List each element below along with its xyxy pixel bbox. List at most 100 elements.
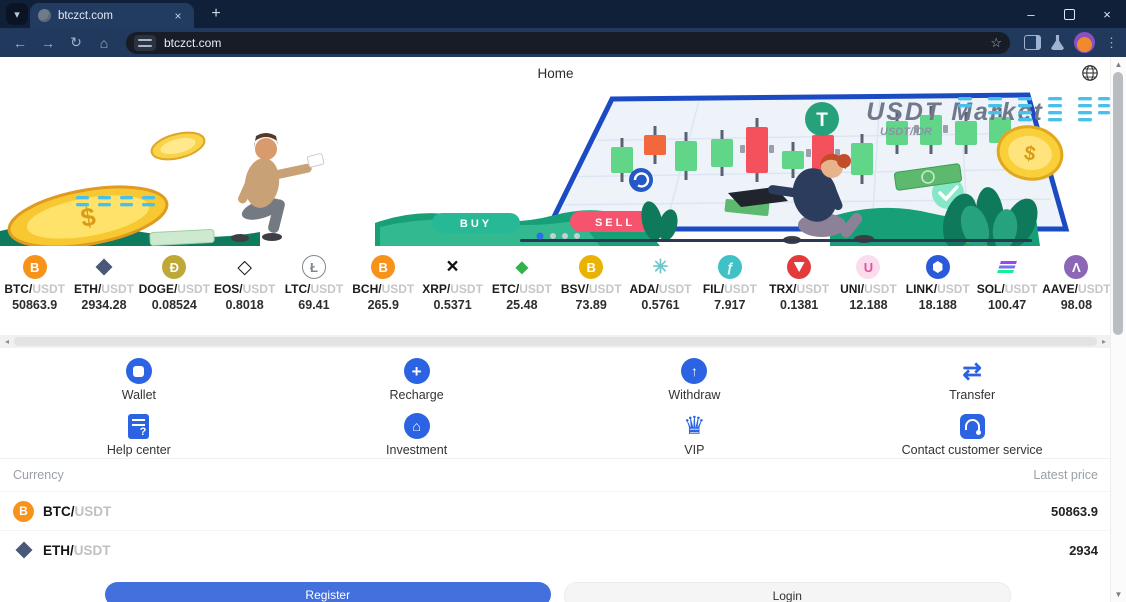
hero-banner: T USDT Market USDT/IDR BUY SELL (0, 89, 1111, 246)
forward-icon[interactable]: → (41, 34, 55, 51)
btc-icon: B (22, 255, 47, 279)
site-settings-icon[interactable] (134, 34, 156, 51)
ticker-item-bsv[interactable]: B BSV/USDT 73.89 (557, 255, 626, 312)
banner-title: USDT Market (866, 98, 1044, 126)
browser-menu-icon[interactable]: ⋮ (1105, 34, 1118, 50)
currency-row-eth[interactable]: ETH/USDT 2934 (0, 530, 1111, 569)
investment-icon (403, 413, 430, 439)
doge-icon: Đ (162, 255, 187, 279)
menu-item-vip[interactable]: ♛ VIP (683, 411, 706, 457)
btc-icon: B (13, 500, 34, 522)
register-button[interactable]: Register (105, 582, 551, 602)
menu-item-customer-service[interactable]: Contact customer service (833, 407, 1111, 462)
site-header: Home (0, 57, 1111, 89)
eth-icon (92, 255, 116, 279)
browser-titlebar: ▾ btczct.com × + – × (0, 0, 1126, 28)
site-favicon-icon (38, 9, 51, 22)
ticker-item-ada[interactable]: ✳ ADA/USDT 0.5761 (629, 256, 692, 313)
ticker-item-sol[interactable]: SOL/USDT 100.47 (972, 255, 1041, 312)
trx-icon (787, 255, 812, 279)
transfer-icon: ⇄ (962, 357, 982, 384)
horizontal-scroll-thumb[interactable] (14, 337, 1097, 346)
latest-price-column-header: Latest price (1033, 468, 1098, 482)
svg-text:$: $ (78, 201, 98, 233)
link-icon (925, 255, 950, 279)
tab-close-icon[interactable]: × (174, 8, 182, 23)
eth-icon (13, 540, 34, 561)
bsv-icon: B (579, 255, 604, 279)
ticker-item-doge[interactable]: Đ DOGE/USDT 0.08524 (139, 255, 210, 312)
vip-crown-icon: ♛ (683, 411, 706, 440)
ticker-item-eth[interactable]: ETH/USDT 2934.28 (69, 255, 138, 312)
ticker-item-bch[interactable]: B BCH/USDT 265.9 (349, 255, 418, 312)
ltc-icon: Ł (301, 255, 326, 279)
ada-icon: ✳ (652, 256, 669, 278)
scroll-down-icon[interactable]: ▼ (1114, 590, 1123, 599)
currency-row-btc[interactable]: B BTC/USDT 50863.9 (0, 491, 1111, 530)
carousel-dots[interactable] (536, 232, 581, 240)
aave-icon: Λ (1064, 255, 1089, 279)
window-close-button[interactable]: × (1103, 6, 1111, 22)
left-character (231, 133, 325, 242)
banner-illustration: T USDT Market USDT/IDR BUY SELL (0, 92, 1110, 246)
scroll-right-icon[interactable]: ▸ (1101, 337, 1106, 346)
menu-item-recharge[interactable]: Recharge (278, 352, 556, 407)
page-scrollbar[interactable]: ▲ ▼ (1110, 57, 1126, 602)
menu-item-transfer[interactable]: ⇄ Transfer (949, 357, 996, 403)
ticker-item-eos[interactable]: ◇ EOS/USDT 0.8018 (213, 256, 276, 313)
url-text: btczct.com (164, 35, 222, 50)
new-tab-button[interactable]: + (211, 5, 221, 22)
scroll-left-icon[interactable]: ◂ (4, 337, 9, 346)
ticker-item-xrp[interactable]: × XRP/USDT 0.5371 (422, 255, 483, 312)
vertical-scroll-thumb[interactable] (1113, 72, 1123, 335)
ticker-horizontal-scrollbar[interactable]: ◂ ▸ (0, 335, 1111, 348)
window-restore-button[interactable] (1050, 0, 1088, 28)
side-panel-icon[interactable] (1024, 35, 1041, 50)
ticker-item-uni[interactable]: U UNI/USDT 12.188 (834, 255, 903, 312)
ticker-item-ltc[interactable]: Ł LTC/USDT 69.41 (279, 255, 348, 312)
quick-menu: Wallet Recharge Withdraw ⇄Transfer Help … (0, 348, 1111, 458)
currency-table: Currency Latest price B BTC/USDT 50863.9… (0, 458, 1111, 569)
buy-button-label: BUY (460, 218, 492, 230)
fil-icon: ƒ (717, 255, 742, 279)
ticker-item-trx[interactable]: TRX/USDT 0.1381 (764, 255, 833, 312)
bookmark-star-icon[interactable]: ☆ (990, 34, 1002, 50)
svg-text:$: $ (1022, 142, 1037, 166)
login-button[interactable]: Login (563, 582, 1011, 602)
sell-button-label: SELL (595, 217, 635, 229)
ticker-item-aave[interactable]: Λ AAVE/USDT 98.08 (1042, 255, 1111, 312)
etc-icon: ◆ (515, 259, 529, 276)
ticker-item-etc[interactable]: ◆ ETC/USDT 25.48 (487, 255, 556, 312)
menu-item-help-center[interactable]: Help center (0, 407, 278, 462)
tab-search-caret-icon[interactable]: ▾ (6, 3, 28, 25)
wallet-icon (125, 358, 152, 384)
tab-title: btczct.com (58, 9, 113, 22)
reload-icon[interactable]: ↻ (70, 34, 82, 50)
ticker-item-btc[interactable]: B BTC/USDT 50863.9 (0, 255, 69, 312)
browser-toolbar: ← → ↻ ⌂ btczct.com ☆ ⋮ (0, 28, 1126, 57)
scroll-up-icon[interactable]: ▲ (1114, 60, 1123, 69)
bch-icon: B (371, 255, 396, 279)
window-minimize-button[interactable]: – (1027, 6, 1035, 22)
auth-actions: Register Login (0, 569, 1111, 602)
withdraw-icon (681, 358, 708, 384)
ticker-item-fil[interactable]: ƒ FIL/USDT 7.917 (695, 255, 764, 312)
experiments-flask-icon[interactable] (1051, 35, 1064, 50)
back-icon[interactable]: ← (13, 34, 27, 51)
customer-service-icon (959, 413, 985, 439)
address-bar[interactable]: btczct.com ☆ (126, 31, 1010, 54)
page-title: Home (537, 65, 574, 81)
browser-tab[interactable]: btczct.com × (30, 3, 194, 28)
menu-item-withdraw[interactable]: Withdraw (556, 352, 834, 407)
ticker-item-link[interactable]: LINK/USDT 18.188 (903, 255, 972, 312)
coin-ticker-row: B BTC/USDT 50863.9 ETH/USDT 2934.28 Đ DOGE/U… (0, 246, 1111, 335)
menu-item-wallet[interactable]: Wallet (0, 352, 278, 407)
sol-icon (995, 255, 1019, 279)
menu-item-investment[interactable]: Investment (278, 407, 556, 462)
profile-avatar[interactable] (1074, 32, 1095, 53)
banner-subtitle: USDT/IDR (880, 126, 932, 138)
home-icon[interactable]: ⌂ (99, 34, 109, 51)
xrp-icon: × (446, 255, 459, 278)
eos-icon: ◇ (237, 256, 252, 278)
language-globe-icon[interactable] (1081, 64, 1099, 82)
